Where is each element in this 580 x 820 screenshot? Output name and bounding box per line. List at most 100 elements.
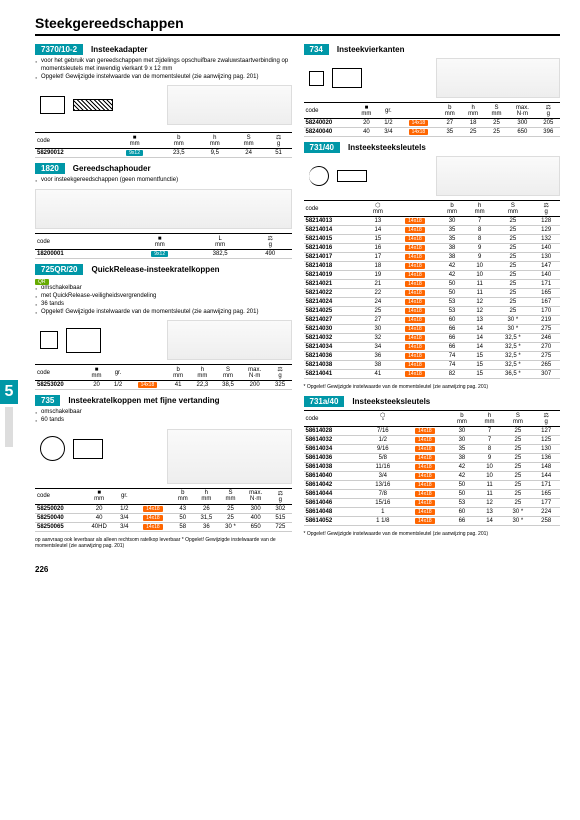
- col-header: hmm: [476, 411, 504, 427]
- cell: 58614038: [304, 463, 365, 472]
- col-header: ⚖g: [266, 133, 292, 149]
- col-header: bmm: [160, 133, 198, 149]
- cell: 58614052: [304, 517, 365, 526]
- cell: 13: [364, 217, 392, 226]
- cell: 14x18: [402, 427, 449, 436]
- cell: 19: [364, 271, 392, 280]
- table-row: 58614048114x18601330 *224: [304, 508, 561, 517]
- cell: 15: [466, 361, 494, 370]
- cell: 7: [476, 427, 504, 436]
- cell: 27: [438, 119, 461, 128]
- cell: 30: [364, 325, 392, 334]
- cell: 40: [84, 513, 115, 522]
- note-item: voor het gebruik van gereedschappen met …: [35, 58, 292, 74]
- cell: 14x18: [392, 271, 439, 280]
- cell: 14x18: [392, 253, 439, 262]
- cell: 58214036: [304, 352, 365, 361]
- col-header: code: [304, 411, 365, 427]
- cell: 25: [503, 454, 532, 463]
- cell: 14x18: [392, 325, 439, 334]
- cell: 32: [364, 334, 392, 343]
- col-header: Smm: [219, 488, 242, 504]
- cell: 1/2: [378, 119, 399, 128]
- cell: 382,5: [191, 250, 249, 259]
- cell: 58214021: [304, 280, 365, 289]
- cell: 14x18: [402, 508, 449, 517]
- cell: 36: [364, 352, 392, 361]
- cell: 14x18: [134, 504, 172, 513]
- table-row: 582140191914x18421025140: [304, 271, 561, 280]
- cell: 1 1/8: [364, 517, 402, 526]
- note-item: omschakelbaar: [35, 409, 292, 417]
- cell: 11: [466, 289, 494, 298]
- cell: 58214019: [304, 271, 365, 280]
- cell: 41: [167, 381, 190, 390]
- cell: 35: [448, 445, 476, 454]
- cell: 144: [532, 472, 560, 481]
- cell: 125: [532, 436, 560, 445]
- col-header: code: [304, 103, 355, 119]
- cell: 35: [438, 235, 466, 244]
- cell: 25: [503, 490, 532, 499]
- col-header: Lmm: [191, 234, 249, 250]
- col-header: ⚖g: [532, 201, 560, 217]
- table-row: 582140242414x18531225167: [304, 298, 561, 307]
- table-row: 58240040403/414x18352525650396: [304, 128, 561, 137]
- cell: 10: [466, 271, 494, 280]
- cell: 165: [532, 289, 560, 298]
- col-header: max.N·m: [241, 365, 269, 381]
- cell: 171: [532, 481, 560, 490]
- cell: 258: [532, 517, 560, 526]
- section-number: 7370/10-2: [35, 44, 83, 55]
- cell: 14: [466, 343, 494, 352]
- cell: 14x18: [402, 490, 449, 499]
- section-title: Insteeksteeksleutels: [352, 397, 430, 406]
- cell: 20: [355, 119, 378, 128]
- cell: 270: [532, 343, 560, 352]
- cell: 42: [438, 271, 466, 280]
- cell: 15: [364, 235, 392, 244]
- cell: 3/4: [378, 128, 399, 137]
- section-header-7370: 7370/10-2 Insteekadapter: [35, 44, 292, 55]
- cell: 14x18: [392, 289, 439, 298]
- col-header: [128, 365, 167, 381]
- table-row: 5861404213/1614x18501125171: [304, 481, 561, 490]
- cell: 27: [364, 316, 392, 325]
- cell: 8: [466, 226, 494, 235]
- cell: 25: [493, 289, 532, 298]
- cell: 302: [269, 504, 291, 513]
- cell: 22,3: [190, 381, 216, 390]
- table-row: 5861403811/1614x18421025148: [304, 463, 561, 472]
- cell: 25: [503, 445, 532, 454]
- cell: 22: [364, 289, 392, 298]
- cell: 32,5 *: [493, 361, 532, 370]
- table-row: 582140212114x18501125171: [304, 280, 561, 289]
- cell: 25: [219, 513, 242, 522]
- col-header: ■mm: [84, 488, 115, 504]
- cell: 140: [532, 271, 560, 280]
- cell: 38: [438, 244, 466, 253]
- cell: 58614044: [304, 490, 365, 499]
- cell: 58214014: [304, 226, 365, 235]
- cell: 14x18: [402, 472, 449, 481]
- table-row: 58250020201/214x18432625300302: [35, 504, 292, 513]
- cell: 82: [438, 370, 466, 379]
- diagram-734: [304, 58, 431, 98]
- col-header: code: [35, 365, 85, 381]
- cell: 53: [438, 298, 466, 307]
- cell: 25: [503, 499, 532, 508]
- cell: 66: [448, 517, 476, 526]
- col-header: ■mm: [85, 365, 108, 381]
- cell: 12: [466, 298, 494, 307]
- cell: 58614040: [304, 472, 365, 481]
- cell: 25: [493, 307, 532, 316]
- cell: 15: [466, 352, 494, 361]
- cell: 14x18: [392, 244, 439, 253]
- cell: 25: [493, 262, 532, 271]
- cell: 265: [532, 361, 560, 370]
- cell: 3/4: [115, 522, 135, 531]
- table-row: 582140363614x18741532,5 *275: [304, 352, 561, 361]
- table-734: code■mmgr.bmmhmmSmmmax.N·m⚖g58240020201/…: [304, 102, 561, 137]
- table-row: 582140181814x18421025147: [304, 262, 561, 271]
- footnote-735: op aanvraag ook leverbaar als alleen rec…: [35, 537, 292, 549]
